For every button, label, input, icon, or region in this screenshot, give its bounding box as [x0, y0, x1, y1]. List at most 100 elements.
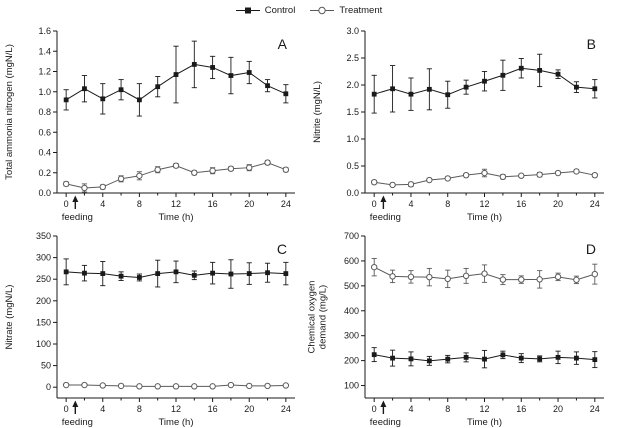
svg-text:100: 100: [36, 339, 51, 349]
svg-text:12: 12: [479, 199, 489, 209]
x-axis-label: Time (h): [158, 417, 193, 428]
svg-text:Total ammonia nitrogen (mgN/L): Total ammonia nitrogen (mgN/L): [4, 44, 15, 180]
legend-item-treatment: Treatment: [309, 5, 382, 16]
series-treatment: [62, 159, 290, 193]
svg-text:250: 250: [36, 274, 51, 284]
svg-text:20: 20: [244, 199, 254, 209]
svg-text:0: 0: [64, 404, 69, 414]
svg-text:100: 100: [344, 381, 359, 391]
panel-letter: A: [278, 36, 288, 52]
y-axis-label: Chemical oxygen demand (mg/L): [307, 281, 329, 354]
panel-letter: D: [586, 241, 596, 257]
svg-text:12: 12: [479, 404, 489, 414]
svg-text:16: 16: [516, 404, 526, 414]
svg-text:1.0: 1.0: [38, 87, 51, 97]
svg-text:0: 0: [372, 199, 377, 209]
svg-text:4: 4: [408, 404, 413, 414]
svg-text:0: 0: [46, 382, 51, 392]
series-treatment: [370, 168, 599, 189]
svg-text:12: 12: [171, 199, 181, 209]
svg-text:feeding: feeding: [62, 417, 93, 428]
svg-text:0.8: 0.8: [38, 107, 51, 117]
svg-text:1.5: 1.5: [346, 107, 359, 117]
svg-text:600: 600: [344, 256, 359, 266]
y-axis-ticks: 100 200 300 400 500 600 700: [344, 231, 365, 391]
y-axis-label: Nitrate (mgN/L): [4, 285, 15, 350]
svg-text:1.0: 1.0: [346, 134, 359, 144]
svg-text:1.2: 1.2: [38, 67, 51, 77]
series-control: [371, 347, 598, 369]
svg-text:feeding: feeding: [370, 212, 401, 223]
y-axis-label: Nitrite (mgN/L): [312, 81, 323, 143]
svg-text:50: 50: [41, 361, 51, 371]
panel-b: 0.0 0.5 1.0 1.5 2.0 2.5 3.0 0 4 8 12 16 20 24 Nitrite …: [308, 18, 617, 223]
panel-b-chart: 0.0 0.5 1.0 1.5 2.0 2.5 3.0 0 4 8 12 16 20 24 Nitrite …: [312, 26, 604, 223]
svg-text:3.0: 3.0: [346, 26, 359, 36]
x-axis-ticks: 0 4 8 12 16 20 24: [64, 193, 291, 209]
svg-text:Nitrite (mgN/L): Nitrite (mgN/L): [312, 81, 323, 143]
svg-text:0.6: 0.6: [38, 127, 51, 137]
svg-text:8: 8: [445, 404, 450, 414]
svg-text:feeding: feeding: [370, 417, 401, 428]
svg-text:20: 20: [553, 404, 563, 414]
svg-text:feeding: feeding: [62, 212, 93, 223]
x-axis-label: Time (h): [467, 417, 502, 428]
panel-d-chart: 100 200 300 400 500 600 700 0 4 8 12 16 20 24 Chemical…: [307, 231, 604, 428]
svg-text:0.0: 0.0: [38, 188, 51, 198]
svg-text:24: 24: [590, 404, 600, 414]
x-axis-ticks: 0 4 8 12 16 20 24: [372, 193, 600, 209]
svg-text:2.0: 2.0: [346, 80, 359, 90]
svg-text:16: 16: [208, 199, 218, 209]
series-control: [63, 258, 289, 289]
svg-text:1.6: 1.6: [38, 26, 51, 36]
panel-letter: B: [587, 36, 596, 52]
feeding-annotation: feeding: [62, 400, 93, 428]
legend: Control Treatment: [0, 0, 617, 18]
svg-text:20: 20: [553, 199, 563, 209]
svg-text:12: 12: [171, 404, 181, 414]
axes: [364, 236, 604, 399]
feeding-annotation: feeding: [62, 195, 93, 223]
svg-text:Chemical oxygen: Chemical oxygen: [308, 281, 318, 354]
series-control: [63, 40, 289, 117]
svg-text:350: 350: [36, 231, 51, 241]
svg-text:8: 8: [137, 199, 142, 209]
svg-text:400: 400: [344, 306, 359, 316]
legend-item-control: Control: [235, 4, 296, 16]
svg-text:24: 24: [590, 199, 600, 209]
panel-d: 100 200 300 400 500 600 700 0 4 8 12 16 20 24 Chemical…: [307, 223, 617, 428]
panel-a-chart: 0.0 0.2 0.4 0.6 0.8 1.0 1.2 1.4 1.6 0 4 8 12 16 20 24 To…: [4, 26, 295, 223]
svg-text:200: 200: [344, 356, 359, 366]
svg-text:0: 0: [64, 199, 69, 209]
svg-text:500: 500: [344, 281, 359, 291]
x-axis-label: Time (h): [158, 212, 193, 223]
svg-text:4: 4: [408, 199, 413, 209]
series-treatment: [62, 381, 290, 390]
svg-text:700: 700: [344, 231, 359, 241]
svg-text:4: 4: [100, 199, 105, 209]
feeding-annotation: feeding: [370, 195, 401, 223]
svg-text:150: 150: [36, 317, 51, 327]
axes: [364, 31, 604, 194]
svg-text:1.4: 1.4: [38, 46, 51, 56]
axes: [56, 236, 295, 399]
svg-text:24: 24: [281, 199, 291, 209]
control-marker-icon: [235, 7, 260, 13]
svg-text:0.5: 0.5: [346, 161, 359, 171]
y-axis-label: Total ammonia nitrogen (mgN/L): [4, 44, 15, 180]
svg-text:24: 24: [281, 404, 291, 414]
svg-text:2.5: 2.5: [346, 53, 359, 63]
series-control: [371, 53, 598, 114]
x-axis-ticks: 0 4 8 12 16 20 24: [372, 398, 600, 414]
svg-text:16: 16: [208, 404, 218, 414]
svg-text:demand (mg/L): demand (mg/L): [318, 285, 329, 349]
svg-text:0.2: 0.2: [38, 168, 51, 178]
legend-label-control: Control: [264, 4, 296, 16]
panel-letter: C: [277, 241, 287, 257]
svg-text:16: 16: [516, 199, 526, 209]
chart-grid: 0.0 0.2 0.4 0.6 0.8 1.0 1.2 1.4 1.6 0 4 8 12 16 20 24 To…: [0, 18, 617, 428]
legend-label-treatment: Treatment: [339, 4, 383, 16]
y-axis-ticks: 0.0 0.2 0.4 0.6 0.8 1.0 1.2 1.4 1.6: [38, 26, 57, 198]
svg-text:4: 4: [100, 404, 105, 414]
